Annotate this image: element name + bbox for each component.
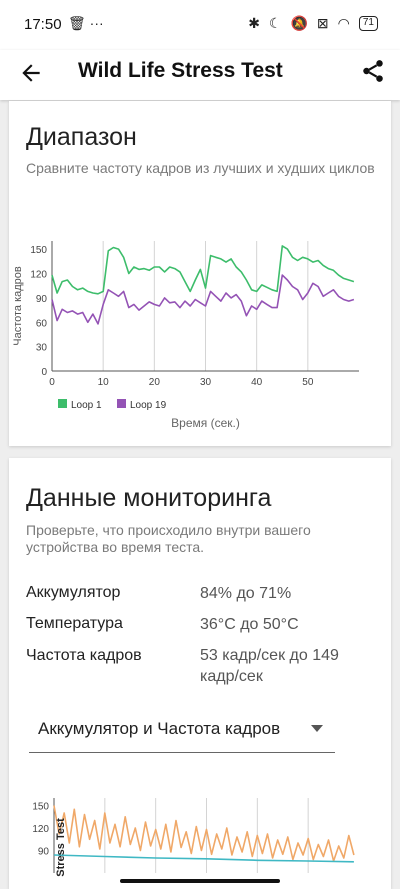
sim-off-icon: ⊠ bbox=[316, 15, 329, 31]
x-tick-label: 10 bbox=[98, 377, 110, 388]
battery-icon: 71 bbox=[358, 16, 378, 31]
y-tick-label: 120 bbox=[30, 270, 47, 281]
y-tick-label: 90 bbox=[38, 847, 50, 858]
range-card-title: Диапазон bbox=[26, 123, 137, 151]
series-line-1 bbox=[53, 854, 354, 863]
gesture-bar[interactable] bbox=[120, 879, 280, 883]
monitor-chart: 90 120 150 Stress Test bbox=[32, 798, 355, 877]
legend-label-1: Loop 19 bbox=[130, 400, 167, 411]
series-line-1 bbox=[51, 274, 355, 325]
x-tick-label: 40 bbox=[251, 377, 263, 388]
y-tick-label: 150 bbox=[30, 245, 47, 256]
chevron-down-icon bbox=[311, 725, 323, 732]
page-title: Wild Life Stress Test bbox=[78, 59, 283, 82]
status-bar: 17:50 🗑 ··· ✱ ☾ 🔕 ⊠ ◠ 71 bbox=[0, 0, 400, 50]
x-tick-label: 50 bbox=[302, 377, 314, 388]
dropdown-selected-label: Аккумулятор и Частота кадров bbox=[38, 719, 281, 738]
y-axis-label: Частота кадров bbox=[12, 266, 24, 346]
temperature-value: 36°C до 50°C bbox=[200, 616, 299, 633]
x-axis-label: Время (сек.) bbox=[171, 416, 240, 430]
monitor-card-title: Данные мониторинга bbox=[26, 484, 272, 512]
monitor-card-subtitle: Проверьте, что происходило внутри вашего… bbox=[26, 522, 311, 555]
y-axis-label: Stress Test bbox=[55, 818, 67, 877]
chart-selector-dropdown[interactable]: Аккумулятор и Частота кадров bbox=[29, 711, 335, 753]
y-tick-label: 60 bbox=[36, 318, 48, 329]
wifi-icon: ◠ bbox=[337, 15, 350, 31]
app-bar: Wild Life Stress Test bbox=[0, 50, 400, 100]
battery-label: Аккумулятор bbox=[26, 584, 121, 601]
y-tick-label: 120 bbox=[32, 824, 49, 835]
notification-icons: 🗑 ··· bbox=[68, 15, 104, 31]
x-tick-label: 20 bbox=[149, 377, 161, 388]
x-tick-label: 30 bbox=[200, 377, 212, 388]
framerate-value: 53 кадр/сек до 149 кадр/сек bbox=[200, 647, 339, 685]
y-tick-label: 0 bbox=[41, 367, 47, 378]
y-tick-label: 150 bbox=[32, 802, 49, 813]
bluetooth-icon: ✱ bbox=[248, 15, 260, 31]
y-tick-label: 30 bbox=[36, 343, 48, 354]
series-line-0 bbox=[51, 245, 355, 295]
range-card: Диапазон Сравните частоту кадров из лучш… bbox=[9, 101, 391, 446]
framerate-label: Частота кадров bbox=[26, 647, 142, 664]
y-tick-label: 90 bbox=[36, 294, 48, 305]
share-icon[interactable] bbox=[360, 58, 386, 84]
monitor-card: Данные мониторинга Проверьте, что происх… bbox=[9, 458, 391, 889]
status-time: 17:50 bbox=[24, 16, 62, 33]
series-line-0 bbox=[53, 805, 355, 862]
legend-swatch-1 bbox=[117, 399, 126, 408]
mute-icon: 🔕 bbox=[290, 15, 308, 31]
range-card-subtitle: Сравните частоту кадров из лучших и худш… bbox=[26, 160, 375, 176]
status-right-icons: ✱ ☾ 🔕 ⊠ ◠ 71 bbox=[248, 15, 378, 32]
battery-value: 84% до 71% bbox=[200, 585, 292, 602]
arrow-left-icon[interactable] bbox=[18, 60, 44, 86]
range-chart: 0 30 60 90 120 150 0 10 20 30 40 50 Частота кадров Lo… bbox=[12, 241, 359, 430]
legend-label-0: Loop 1 bbox=[71, 400, 102, 411]
x-tick-label: 0 bbox=[49, 377, 55, 388]
legend-swatch-0 bbox=[58, 399, 67, 408]
moon-icon: ☾ bbox=[268, 15, 282, 31]
temperature-label: Температура bbox=[26, 615, 123, 632]
